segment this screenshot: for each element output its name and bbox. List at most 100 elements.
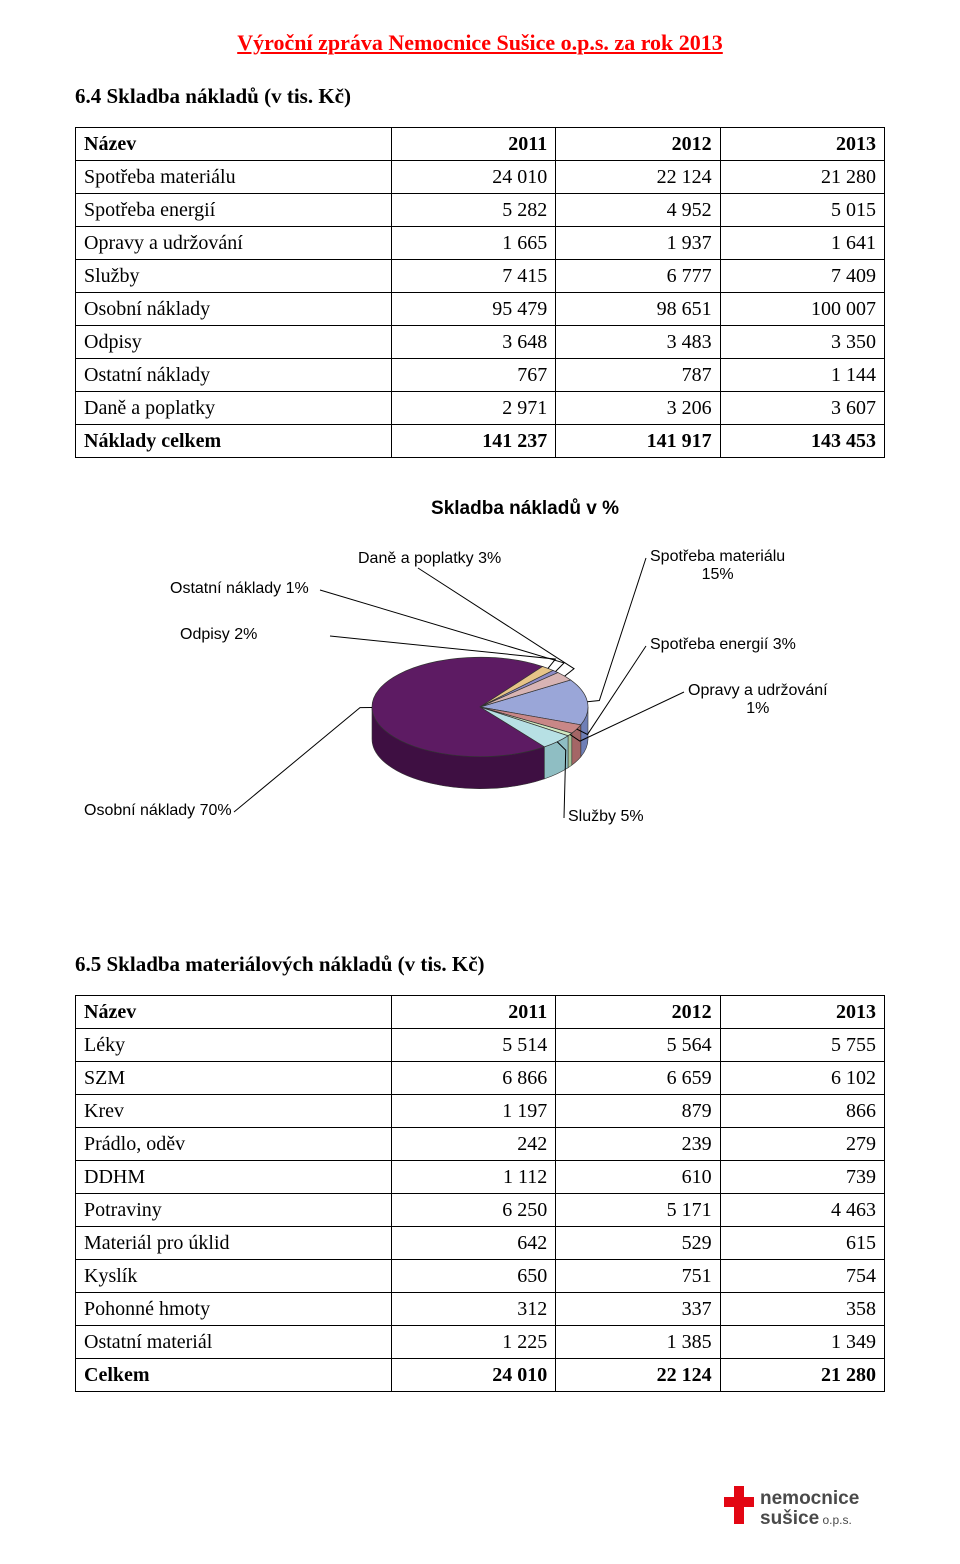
cell-2012: 337 — [556, 1293, 720, 1326]
cell-2011: 141 237 — [391, 425, 555, 458]
cell-2011: 5 514 — [391, 1029, 555, 1062]
cell-2011: 642 — [391, 1227, 555, 1260]
cell-name: Služby — [76, 260, 392, 293]
cell-2011: 1 197 — [391, 1095, 555, 1128]
chart-label: Spotřeba materiálu15% — [650, 548, 785, 584]
chart-label: Odpisy 2% — [180, 626, 257, 644]
cell-2013: 5 755 — [720, 1029, 884, 1062]
table-row: Potraviny6 2505 1714 463 — [76, 1194, 885, 1227]
table-row: Kyslík650751754 — [76, 1260, 885, 1293]
cell-2012: 1 937 — [556, 227, 720, 260]
cell-2012: 98 651 — [556, 293, 720, 326]
cell-2011: 1 112 — [391, 1161, 555, 1194]
table-row: Odpisy3 6483 4833 350 — [76, 326, 885, 359]
col-header-name: Název — [76, 128, 392, 161]
cell-2013: 5 015 — [720, 194, 884, 227]
table-64: Název 2011 2012 2013 Spotřeba materiálu2… — [75, 127, 885, 458]
cell-name: Ostatní náklady — [76, 359, 392, 392]
cell-2011: 95 479 — [391, 293, 555, 326]
col-header-2013: 2013 — [720, 996, 884, 1029]
cell-2012: 22 124 — [556, 1359, 720, 1392]
cell-name: Ostatní materiál — [76, 1326, 392, 1359]
table-row: Ostatní náklady7677871 144 — [76, 359, 885, 392]
cell-2013: 3 607 — [720, 392, 884, 425]
col-header-2013: 2013 — [720, 128, 884, 161]
table-row: Krev1 197879866 — [76, 1095, 885, 1128]
cell-2012: 6 777 — [556, 260, 720, 293]
table-row: SZM6 8666 6596 102 — [76, 1062, 885, 1095]
cell-2013: 754 — [720, 1260, 884, 1293]
cell-2011: 24 010 — [391, 1359, 555, 1392]
cell-name: Odpisy — [76, 326, 392, 359]
cell-2013: 739 — [720, 1161, 884, 1194]
cell-2011: 242 — [391, 1128, 555, 1161]
hospital-logo: nemocnice sušice o.p.s. — [722, 1482, 882, 1534]
cell-name: Opravy a udržování — [76, 227, 392, 260]
chart-label: Daně a poplatky 3% — [358, 550, 501, 568]
cell-2012: 529 — [556, 1227, 720, 1260]
logo-text-1: nemocnice — [760, 1488, 859, 1509]
cell-2011: 2 971 — [391, 392, 555, 425]
cell-2011: 1 225 — [391, 1326, 555, 1359]
table-row: Pohonné hmoty312337358 — [76, 1293, 885, 1326]
cell-2012: 239 — [556, 1128, 720, 1161]
cell-name: Spotřeba energií — [76, 194, 392, 227]
chart-title: Skladba nákladů v % — [165, 498, 885, 520]
table-row: Spotřeba materiálu24 01022 12421 280 — [76, 161, 885, 194]
cell-2013: 6 102 — [720, 1062, 884, 1095]
cell-2011: 1 665 — [391, 227, 555, 260]
chart-label: Spotřeba energií 3% — [650, 636, 796, 654]
col-header-2011: 2011 — [391, 128, 555, 161]
cell-2012: 6 659 — [556, 1062, 720, 1095]
cell-2011: 6 866 — [391, 1062, 555, 1095]
cell-name: Daně a poplatky — [76, 392, 392, 425]
cell-name: SZM — [76, 1062, 392, 1095]
col-header-2011: 2011 — [391, 996, 555, 1029]
table-row: Služby7 4156 7777 409 — [76, 260, 885, 293]
cell-2011: 6 250 — [391, 1194, 555, 1227]
table-row: DDHM1 112610739 — [76, 1161, 885, 1194]
cell-2012: 5 564 — [556, 1029, 720, 1062]
cell-2013: 3 350 — [720, 326, 884, 359]
cell-2012: 3 483 — [556, 326, 720, 359]
pie-chart-block: Skladba nákladů v % Spotřeba materiálu15… — [75, 498, 885, 882]
pie-chart: Spotřeba materiálu15% Spotřeba energií 3%… — [90, 542, 870, 882]
cell-2011: 24 010 — [391, 161, 555, 194]
cell-2011: 767 — [391, 359, 555, 392]
cell-name: Materiál pro úklid — [76, 1227, 392, 1260]
table-header-row: Název 2011 2012 2013 — [76, 996, 885, 1029]
cell-2012: 141 917 — [556, 425, 720, 458]
col-header-name: Název — [76, 996, 392, 1029]
cell-name: Potraviny — [76, 1194, 392, 1227]
cell-2011: 3 648 — [391, 326, 555, 359]
cell-name: Celkem — [76, 1359, 392, 1392]
cell-name: Osobní náklady — [76, 293, 392, 326]
cell-2013: 866 — [720, 1095, 884, 1128]
cell-2012: 22 124 — [556, 161, 720, 194]
col-header-2012: 2012 — [556, 128, 720, 161]
cell-2012: 879 — [556, 1095, 720, 1128]
logo-cross-icon — [724, 1486, 754, 1524]
cell-2012: 787 — [556, 359, 720, 392]
table-row: Opravy a udržování1 6651 9371 641 — [76, 227, 885, 260]
table-65: Název 2011 2012 2013 Léky5 5145 5645 755… — [75, 995, 885, 1392]
table-row: Osobní náklady95 47998 651100 007 — [76, 293, 885, 326]
chart-label: Služby 5% — [568, 808, 644, 826]
table-row: Ostatní materiál1 2251 3851 349 — [76, 1326, 885, 1359]
section-65-heading: 6.5 Skladba materiálových nákladů (v tis… — [75, 952, 885, 977]
cell-2012: 610 — [556, 1161, 720, 1194]
cell-name: Spotřeba materiálu — [76, 161, 392, 194]
table-row: Léky5 5145 5645 755 — [76, 1029, 885, 1062]
chart-label: Ostatní náklady 1% — [170, 580, 309, 598]
cell-name: Léky — [76, 1029, 392, 1062]
chart-label: Opravy a udržování1% — [688, 682, 828, 718]
cell-2013: 1 641 — [720, 227, 884, 260]
section-64-heading: 6.4 Skladba nákladů (v tis. Kč) — [75, 84, 885, 109]
cell-2013: 615 — [720, 1227, 884, 1260]
cell-2013: 143 453 — [720, 425, 884, 458]
cell-name: Kyslík — [76, 1260, 392, 1293]
cell-name: Krev — [76, 1095, 392, 1128]
table-row: Spotřeba energií5 2824 9525 015 — [76, 194, 885, 227]
cell-2011: 312 — [391, 1293, 555, 1326]
cell-2013: 7 409 — [720, 260, 884, 293]
